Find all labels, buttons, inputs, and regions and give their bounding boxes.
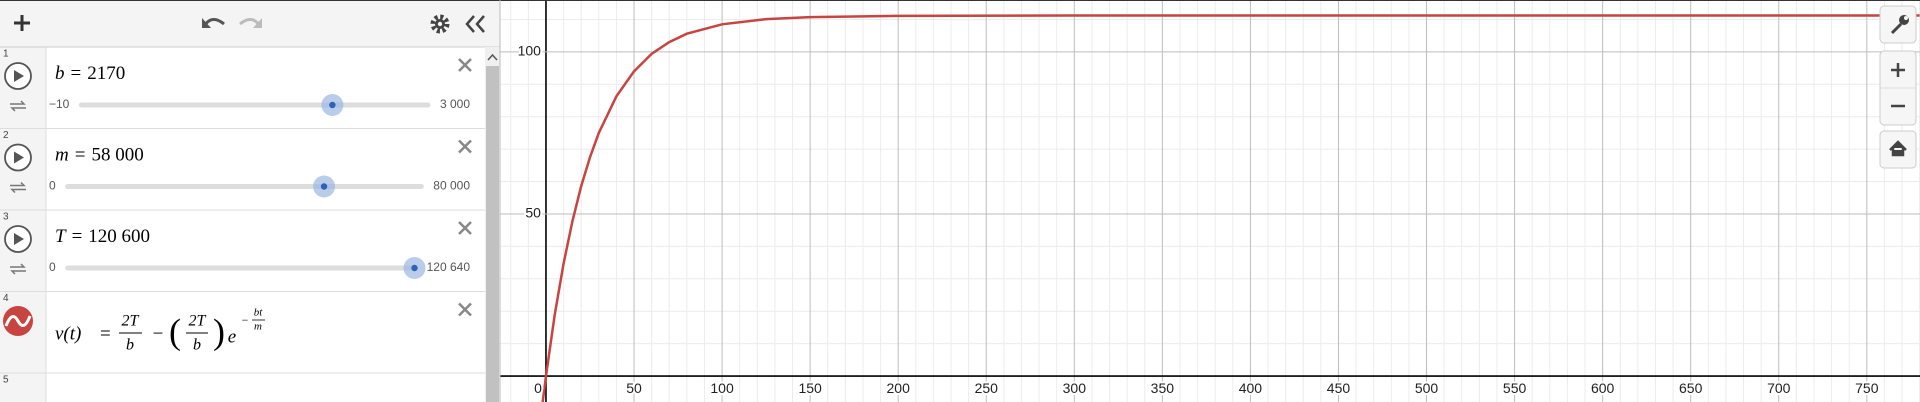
scrollbar-thumb[interactable] xyxy=(486,66,499,402)
slider-handle[interactable] xyxy=(403,257,426,279)
x-tick-label: 500 xyxy=(1415,380,1439,396)
play-triangle xyxy=(14,70,24,82)
delete-button[interactable] xyxy=(458,302,472,317)
slider-min: 0 xyxy=(49,179,56,193)
value: 58 000 xyxy=(91,145,143,166)
add-button[interactable] xyxy=(14,15,30,31)
play-button[interactable] xyxy=(4,143,32,172)
row-number: 3 xyxy=(3,212,9,223)
row-number: 4 xyxy=(3,293,9,304)
value: 120 600 xyxy=(88,226,150,247)
x-tick-label: 750 xyxy=(1855,380,1879,396)
delete-button[interactable] xyxy=(458,139,472,154)
x-tick-label: 400 xyxy=(1239,380,1263,396)
play-triangle xyxy=(14,151,24,164)
relation: = xyxy=(75,145,86,166)
expression-text: m = 58 000 xyxy=(55,145,144,166)
fraction-denominator: b xyxy=(126,337,134,354)
x-tick-label: 600 xyxy=(1591,380,1615,396)
loop-icon[interactable] xyxy=(10,181,26,194)
x-tick-label: 550 xyxy=(1503,380,1527,396)
row-number: 5 xyxy=(3,375,9,386)
slider-min: 0 xyxy=(49,260,56,274)
formula-operator: − xyxy=(153,323,164,344)
y-tick-label: 100 xyxy=(518,43,542,59)
settings-button[interactable] xyxy=(430,14,450,34)
graph-area: 0 50 100 150 200 250 300 350 400 450 500 550 600 650 7… xyxy=(500,0,1920,402)
x-tick-label: 300 xyxy=(1063,380,1087,396)
x-tick-label: 700 xyxy=(1767,380,1791,396)
play-button[interactable] xyxy=(4,225,32,253)
x-tick-label: 100 xyxy=(710,380,734,396)
slider-handle-dot[interactable] xyxy=(320,183,328,190)
curve xyxy=(541,14,1920,402)
formula: v(t) = 2T b − ( 2T b ) e − bt m xyxy=(55,307,265,354)
y-tick-label: 50 xyxy=(525,205,541,221)
slider-handle[interactable] xyxy=(313,175,336,198)
delete-icon xyxy=(458,221,472,235)
play-button[interactable] xyxy=(4,62,32,90)
x-tick-label: 650 xyxy=(1679,380,1703,396)
fraction-numerator: 2T xyxy=(122,313,140,330)
top-toolbar xyxy=(0,0,500,47)
variable: m xyxy=(55,145,69,166)
relation: = xyxy=(72,226,83,247)
redo-button[interactable] xyxy=(239,18,262,28)
row-number: 1 xyxy=(3,49,9,60)
exponent-numerator: bt xyxy=(254,307,264,319)
x-tick-label: 450 xyxy=(1327,380,1351,396)
delete-button[interactable] xyxy=(458,58,472,72)
expression-panel xyxy=(0,0,500,402)
delete-button[interactable] xyxy=(458,221,472,235)
formula-icon[interactable] xyxy=(3,306,33,336)
collapse-button[interactable] xyxy=(465,15,485,33)
delete-icon xyxy=(458,58,472,72)
slider-handle-dot[interactable] xyxy=(411,264,418,272)
scroll-up-arrow[interactable] xyxy=(487,53,498,61)
fraction-numerator: 2T xyxy=(189,313,207,330)
home-button[interactable] xyxy=(1879,130,1917,169)
slider-handle[interactable] xyxy=(321,94,344,116)
x-tick-label: 250 xyxy=(975,380,999,396)
zoom-buttons[interactable] xyxy=(1879,50,1917,126)
variable: b xyxy=(55,63,65,84)
slider-min: −10 xyxy=(49,97,70,111)
loop-icon[interactable] xyxy=(10,100,26,112)
close-paren: ) xyxy=(213,311,225,351)
graph-settings-button[interactable] xyxy=(1879,5,1917,44)
row-number: 2 xyxy=(3,130,9,141)
undo-button[interactable] xyxy=(202,18,225,28)
slider-max: 3 000 xyxy=(440,97,470,111)
variable: T xyxy=(55,226,67,247)
loop-icon[interactable] xyxy=(10,263,26,275)
x-tick-label: 50 xyxy=(626,380,642,396)
expression-text: T = 120 600 xyxy=(55,226,150,247)
value: 2170 xyxy=(87,63,125,84)
formula-lhs: v(t) xyxy=(55,323,81,344)
x-tick-label: 0 xyxy=(534,380,542,396)
x-tick-label: 150 xyxy=(798,380,822,396)
x-tick-label: 350 xyxy=(1151,380,1175,396)
slider-max: 120 640 xyxy=(427,260,471,274)
exponent-sign: − xyxy=(242,313,249,327)
relation: = xyxy=(71,63,82,84)
open-paren: ( xyxy=(169,311,181,351)
expression-text: b = 2170 xyxy=(55,63,125,84)
exponent-denominator: m xyxy=(254,321,262,333)
row-gutter xyxy=(0,47,46,402)
slider-max: 80 000 xyxy=(433,179,470,193)
delete-icon xyxy=(458,139,472,154)
exponent-base: e xyxy=(228,326,236,347)
graph-background xyxy=(500,0,1920,402)
formula-relation: = xyxy=(100,323,111,344)
slider-handle-dot[interactable] xyxy=(329,101,336,109)
x-tick-label: 200 xyxy=(887,380,911,396)
delete-icon xyxy=(458,302,472,317)
fraction-denominator: b xyxy=(193,337,201,354)
play-triangle xyxy=(14,233,24,245)
